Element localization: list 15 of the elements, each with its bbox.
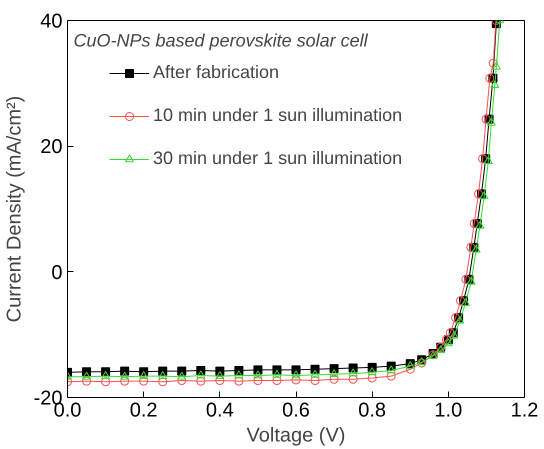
legend-label: After fabrication <box>153 62 280 83</box>
x-axis-title: Voltage (V) <box>246 424 346 446</box>
annotation: CuO-NPs based perovskite solar cell <box>74 30 369 50</box>
y-tick-label: 40 <box>40 10 63 32</box>
legend-label: 30 min under 1 sun illumination <box>153 148 402 169</box>
x-tick-label: 0.8 <box>358 400 386 422</box>
x-tick-label: 0.2 <box>130 400 158 422</box>
legend-label: 10 min under 1 sun illumination <box>153 105 402 126</box>
x-tick-label: 1.2 <box>510 400 538 422</box>
x-tick-label: 1.0 <box>434 400 462 422</box>
y-tick-label: 0 <box>51 262 62 284</box>
x-tick-label: 0.4 <box>206 400 234 422</box>
y-tick-label: 20 <box>40 136 63 158</box>
y-axis-title: Current Density (mA/cm²) <box>4 96 26 322</box>
x-tick-label: 0.6 <box>282 400 310 422</box>
